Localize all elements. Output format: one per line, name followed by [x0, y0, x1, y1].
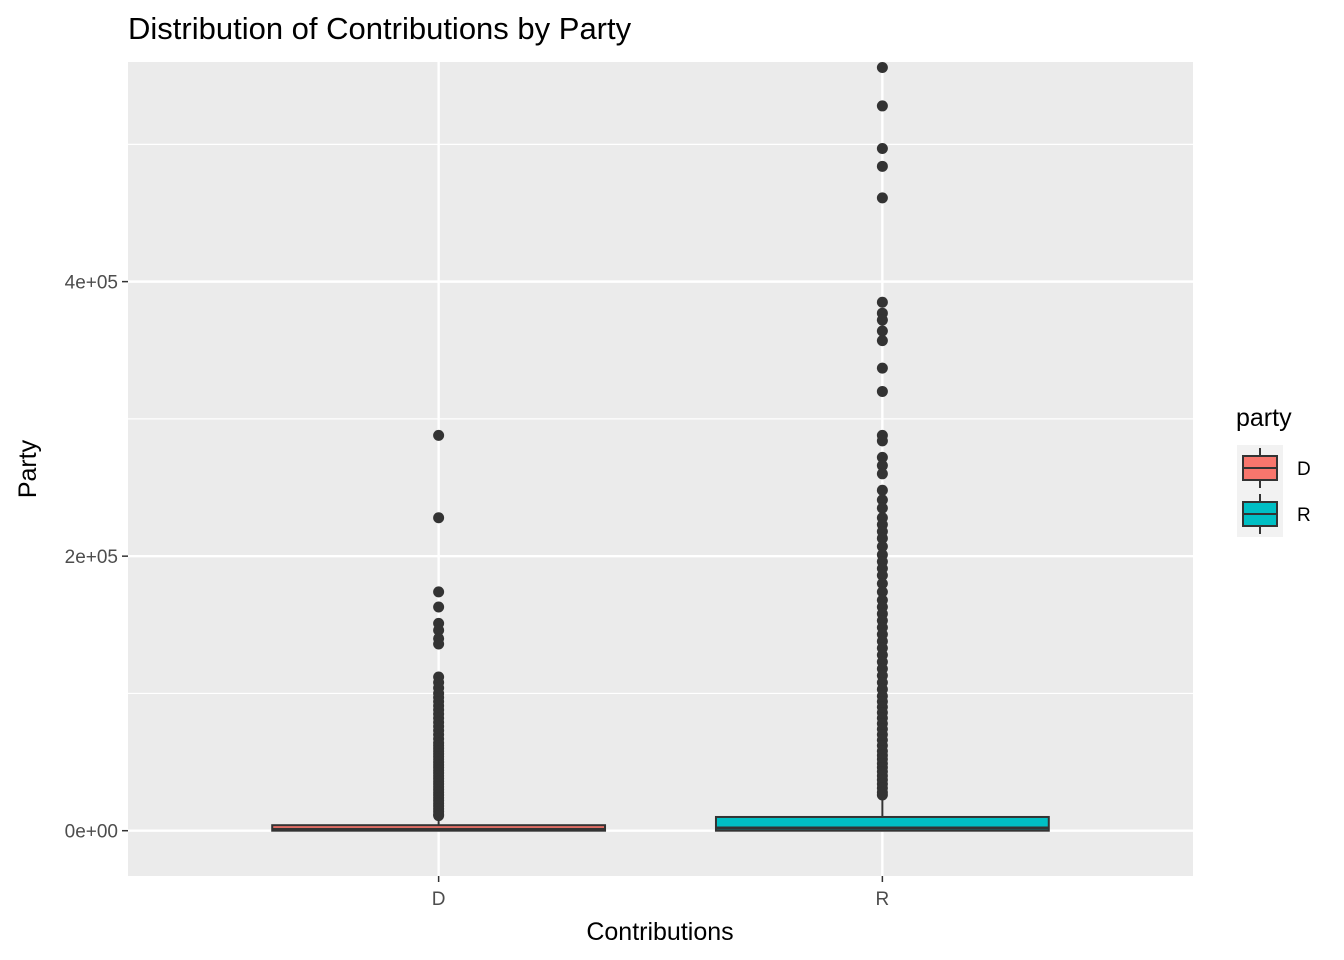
x-tick-label: R	[876, 889, 890, 910]
legend-key-D	[1237, 445, 1283, 491]
outlier-point	[876, 296, 888, 308]
outlier-point	[876, 569, 888, 581]
outlier-point	[433, 586, 445, 598]
y-tick-label: 0e+00	[65, 822, 118, 843]
outlier-point	[876, 494, 888, 506]
outlier-point	[876, 502, 888, 514]
outlier-point	[433, 601, 445, 613]
minor-gridlines	[128, 143, 1193, 695]
outlier-point	[876, 586, 888, 598]
outlier-point	[876, 385, 888, 397]
outlier-point	[876, 460, 888, 472]
outlier-point	[876, 325, 888, 337]
box-group-R	[714, 61, 1050, 832]
outlier-point	[876, 160, 888, 172]
outlier-point	[876, 61, 888, 73]
y-axis-title: Party	[14, 439, 42, 498]
legend-title: party	[1236, 404, 1292, 432]
outlier-point	[433, 638, 445, 650]
outlier-point	[876, 192, 888, 204]
outlier-point	[876, 468, 888, 480]
legend-key-R	[1237, 491, 1283, 537]
y-axis-ticks: 0e+00 2e+05 4e+05	[65, 273, 128, 843]
x-tick-label: D	[432, 889, 446, 910]
outlier-point	[876, 451, 888, 463]
outlier-point	[876, 541, 888, 553]
outlier-point	[876, 532, 888, 544]
outlier-point	[433, 429, 445, 441]
boxplot-series	[271, 61, 1050, 832]
outlier-point	[876, 435, 888, 447]
plot-panel	[128, 62, 1193, 876]
outlier-point	[876, 335, 888, 347]
outlier-point	[876, 578, 888, 590]
x-axis-title: Contributions	[586, 918, 733, 946]
legend-label: D	[1297, 459, 1311, 480]
box-group-D	[271, 429, 607, 832]
y-tick-label: 4e+05	[65, 273, 118, 294]
y-tick-label: 2e+05	[65, 547, 118, 568]
outlier-point	[433, 512, 445, 524]
outlier-point	[876, 362, 888, 374]
outlier-point	[433, 624, 445, 636]
legend-label: R	[1297, 505, 1311, 526]
chart-title: Distribution of Contributions by Party	[128, 11, 632, 46]
outlier-point	[876, 142, 888, 154]
outlier-point	[876, 100, 888, 112]
outlier-point	[433, 810, 445, 822]
legend: party D R	[1236, 404, 1311, 537]
outlier-point	[876, 314, 888, 326]
outlier-point	[876, 484, 888, 496]
outlier-point	[876, 789, 888, 801]
